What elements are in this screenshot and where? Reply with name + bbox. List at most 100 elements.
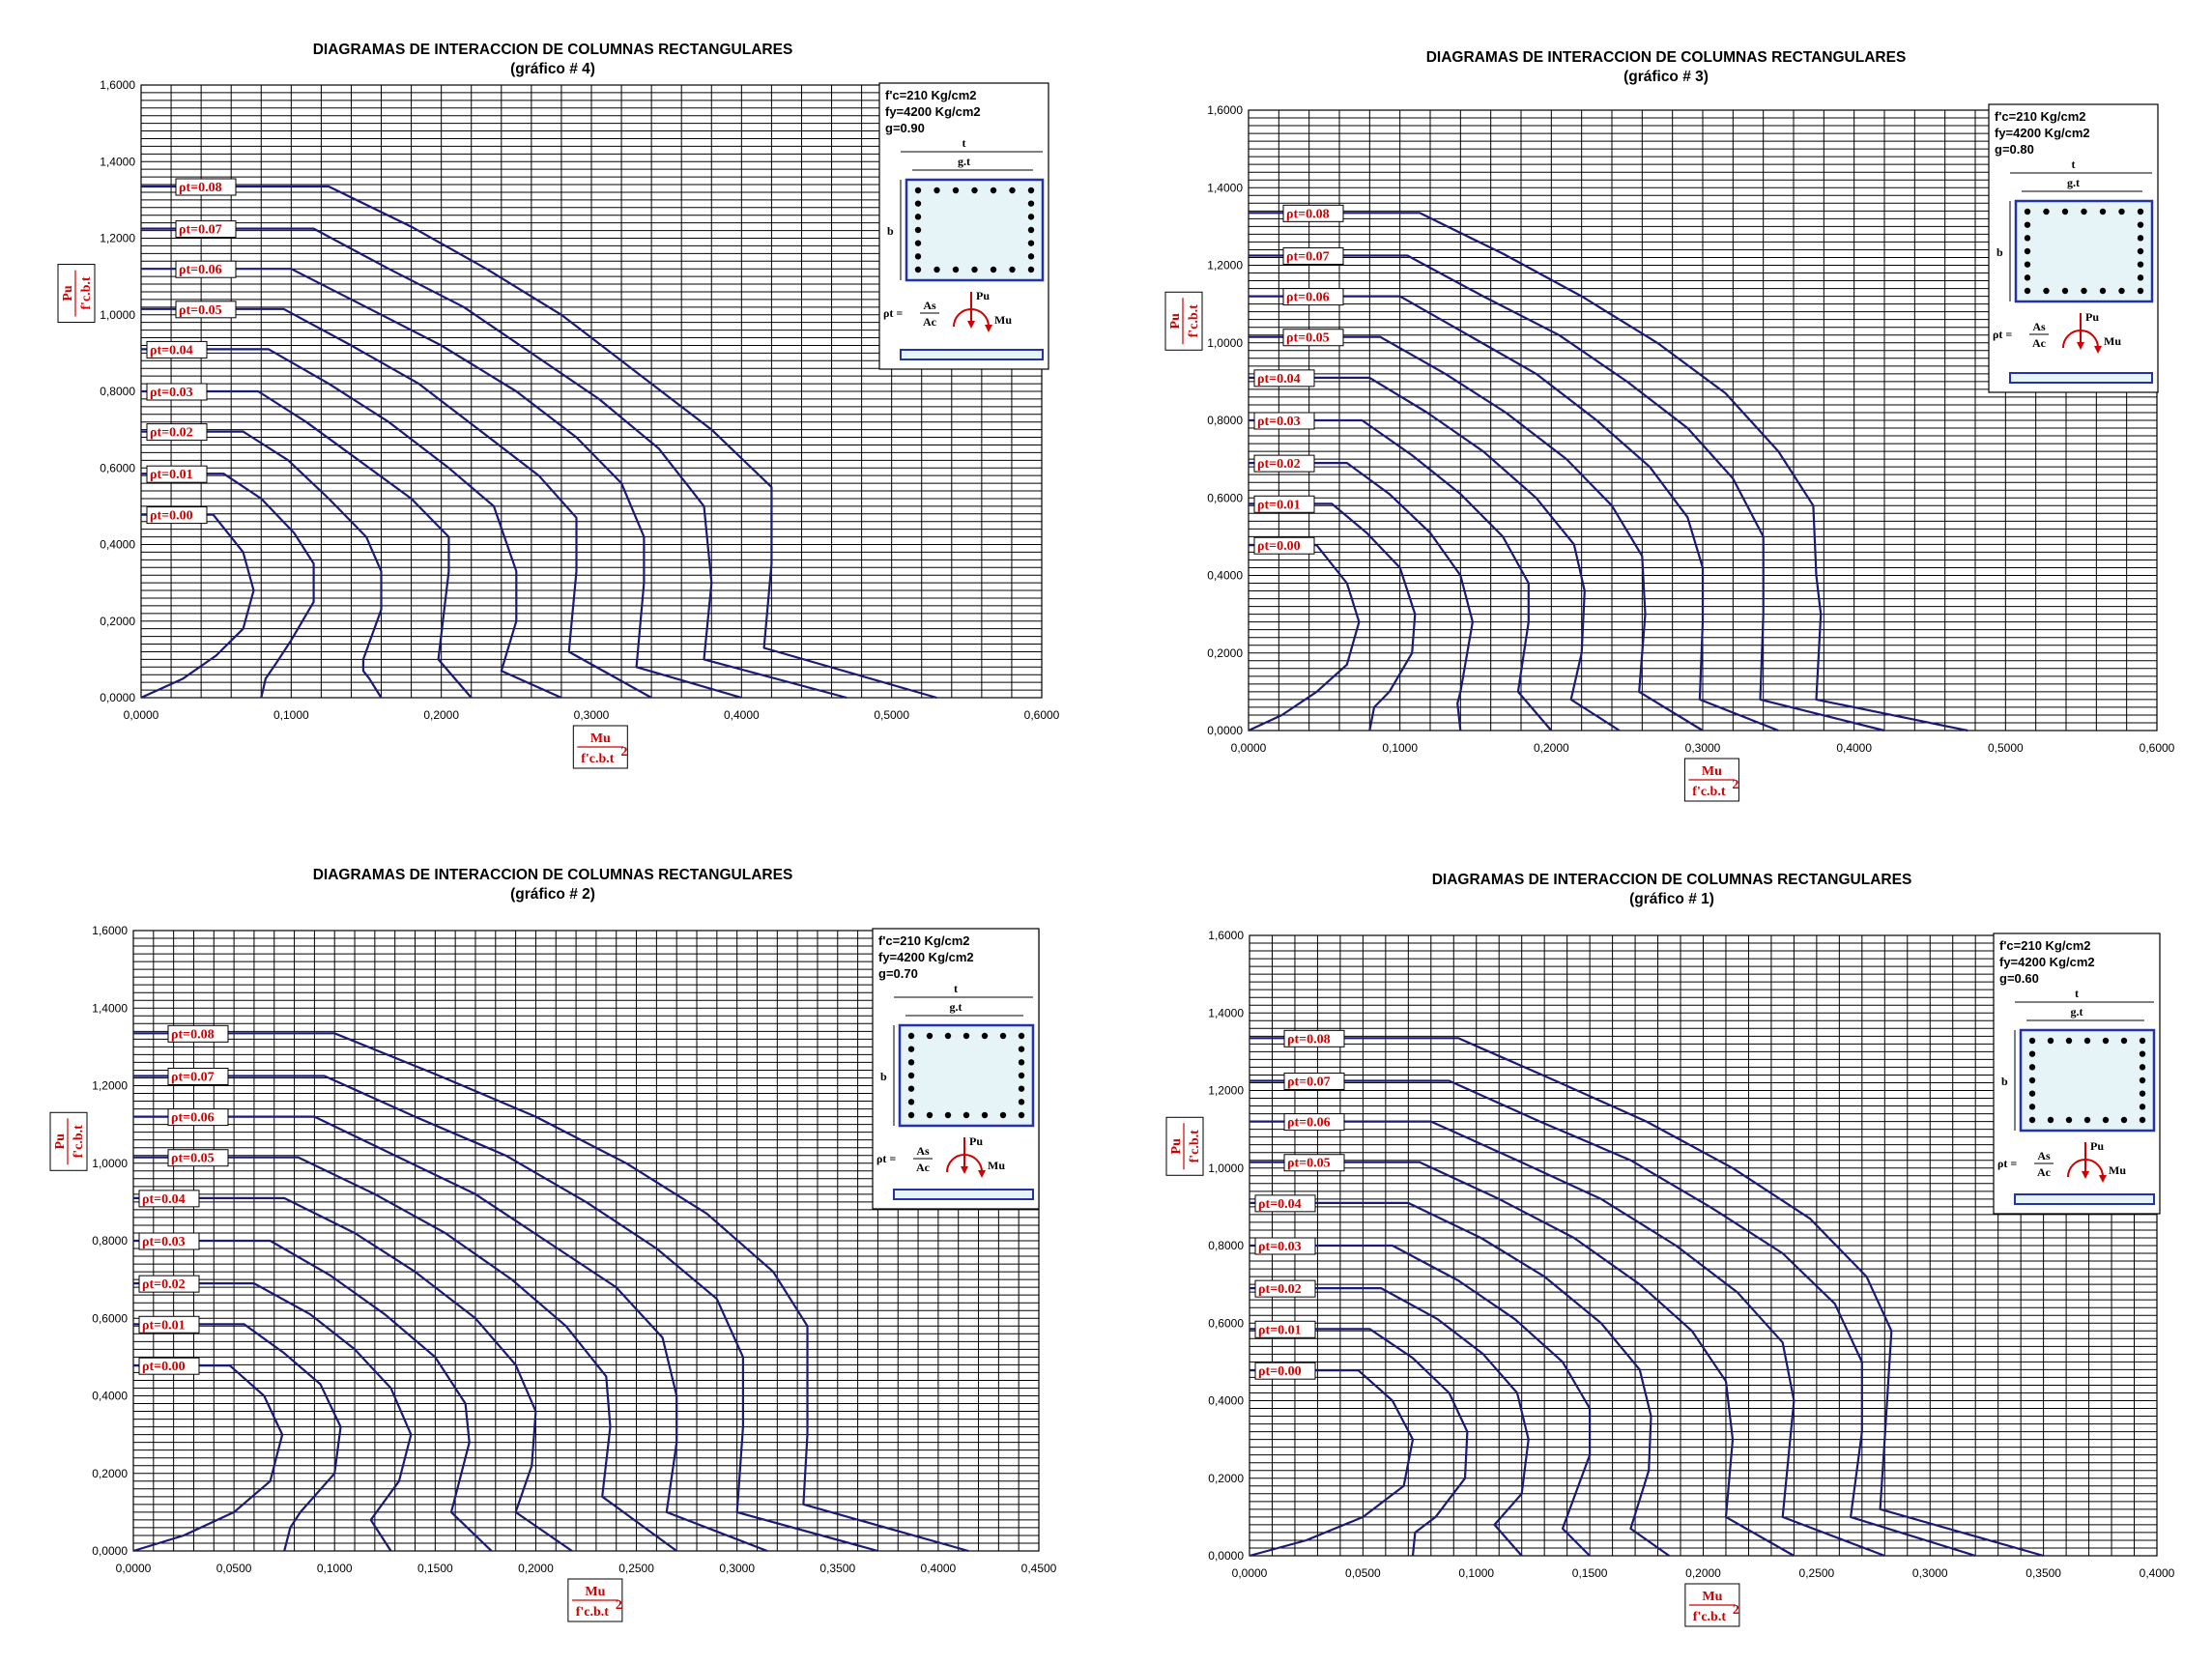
rebar-dot	[2102, 1037, 2110, 1045]
section-rectangle	[898, 1023, 1035, 1128]
rebar-dot	[907, 1085, 915, 1092]
y-axis-label-box	[57, 264, 96, 324]
series-label: ρt=0.04	[150, 343, 193, 358]
rebar-dot	[2061, 287, 2069, 295]
chart-subtitle: (gráfico # 1)	[1629, 891, 1714, 907]
series-label: ρt=0.03	[1258, 1240, 1302, 1254]
rebar-dot	[1027, 186, 1035, 194]
rebar-dot	[2139, 1076, 2146, 1084]
series-label-box	[1283, 1154, 1345, 1172]
series-label-box	[167, 1067, 229, 1085]
y-tick-label: 0,2000	[1207, 646, 1243, 660]
rebar-dot	[962, 1032, 970, 1040]
rebar-dot	[2120, 1116, 2128, 1124]
legend-fy: fy=4200 Kg/cm2	[1995, 126, 2090, 140]
chart-title: DIAGRAMAS DE INTERACCION DE COLUMNAS REC…	[313, 42, 793, 58]
legend-pu: Pu	[2090, 1139, 2104, 1153]
series-label: ρt=0.01	[1258, 1323, 1302, 1337]
rebar-dot	[1018, 1099, 1025, 1105]
series-label: ρt=0.07	[1286, 249, 1330, 264]
y-tick-label: 0,8000	[100, 385, 135, 398]
series-label-box	[1282, 288, 1344, 306]
x-axis-label: Mu f'c.b.t 2	[572, 725, 628, 769]
series-line	[1250, 1244, 1592, 1557]
chart-title: DIAGRAMAS DE INTERACCION DE COLUMNAS REC…	[1432, 872, 1912, 888]
series-label: ρt=0.02	[142, 1277, 186, 1292]
series-line	[141, 185, 937, 700]
y-tick-label: 0,2000	[100, 615, 135, 628]
legend-fc: f'c=210 Kg/cm2	[1999, 938, 2091, 953]
x-axis-label-sup: 2	[620, 745, 627, 760]
rebar-dot	[2137, 221, 2144, 228]
rebar-dot	[2028, 1090, 2036, 1097]
rebar-dot	[2139, 1116, 2146, 1124]
series-line	[1250, 1201, 1670, 1557]
series-label-box	[175, 301, 237, 319]
x-axis-label: Mu f'c.b.t 2	[1683, 758, 1739, 802]
series-label-box	[1254, 1320, 1316, 1338]
series-line	[141, 348, 562, 700]
legend-ac: Ac	[2037, 1165, 2052, 1179]
series-label: ρt=0.01	[1257, 498, 1301, 512]
series-label-box	[138, 1190, 200, 1208]
series-line	[1249, 212, 1968, 732]
series-line	[133, 1156, 677, 1552]
rebar-dot	[1009, 266, 1016, 273]
series-line	[141, 227, 847, 700]
y-tick-label: 1,4000	[1207, 181, 1243, 194]
y-tick-label: 1,4000	[92, 1001, 128, 1015]
pu-arrow-head	[2077, 342, 2084, 350]
series-label: ρt=0.07	[1287, 1075, 1331, 1089]
rebar-dot	[2099, 208, 2107, 215]
rebar-dot	[2137, 208, 2144, 215]
legend-pt: ρt =	[1993, 328, 2012, 341]
legend-as: As	[923, 299, 936, 312]
rebar-dot	[971, 266, 978, 273]
y-tick-label: 0,0000	[100, 691, 135, 704]
rebar-dot	[1018, 1046, 1025, 1052]
rebar-dot	[2024, 261, 2031, 268]
chart-grafico-2: DIAGRAMAS DE INTERACCION DE COLUMNAS REC…	[49, 867, 1057, 1622]
rebar-dot	[2043, 287, 2050, 295]
series-label-box	[1282, 329, 1344, 347]
series-line	[1249, 502, 1417, 732]
y-axis-label: Pu f'c.b.t	[1164, 291, 1203, 351]
rebar-dot	[907, 1111, 915, 1119]
series-label-box	[1253, 369, 1315, 387]
series-line	[1249, 295, 1779, 732]
rebar-dot	[2024, 247, 2031, 255]
y-tick-label: 0,4000	[1208, 1394, 1244, 1408]
series-label: ρt=0.00	[150, 509, 193, 524]
series-line	[1249, 254, 1885, 732]
x-tick-label: 0,2500	[618, 1562, 654, 1575]
legend-gt: g.t	[950, 1000, 962, 1014]
y-tick-label: 0,4000	[1207, 569, 1243, 583]
rebar-dot	[2083, 1116, 2091, 1124]
legend-pt: ρt =	[883, 306, 903, 320]
series-label: ρt=0.07	[179, 223, 222, 238]
y-tick-label: 0,2000	[92, 1467, 128, 1480]
series-label: ρt=0.04	[1257, 372, 1301, 387]
x-tick-label: 0,3000	[1685, 741, 1721, 755]
rebar-dot	[1027, 226, 1035, 234]
legend-box: f'c=210 Kg/cm2 fy=4200 Kg/cm2 g=0.60 t g.t b ρ…	[1993, 932, 2161, 1215]
x-tick-label: 0,1500	[1572, 1566, 1608, 1580]
mu-arc-head	[978, 1170, 986, 1178]
series-line	[133, 1075, 878, 1553]
series-line	[141, 268, 742, 700]
legend-mu: Mu	[2104, 334, 2121, 348]
legend-g: g=0.70	[878, 966, 918, 981]
y-axis-label-bottom: f'c.b.t	[72, 1125, 86, 1159]
legend-box: f'c=210 Kg/cm2 fy=4200 Kg/cm2 g=0.90 t g.t b ρ…	[878, 82, 1049, 370]
y-tick-label: 1,0000	[1207, 336, 1243, 350]
series-label-box	[146, 423, 208, 442]
x-tick-label: 0,3000	[719, 1562, 755, 1575]
series-label-box	[146, 383, 208, 401]
rebar-dot	[2137, 235, 2144, 242]
y-tick-label: 1,2000	[1208, 1084, 1244, 1098]
series-label-box	[1254, 1279, 1316, 1298]
legend-g: g=0.80	[1995, 142, 2034, 157]
mu-arc-head	[2099, 1175, 2107, 1183]
series-label-box	[1253, 495, 1315, 513]
